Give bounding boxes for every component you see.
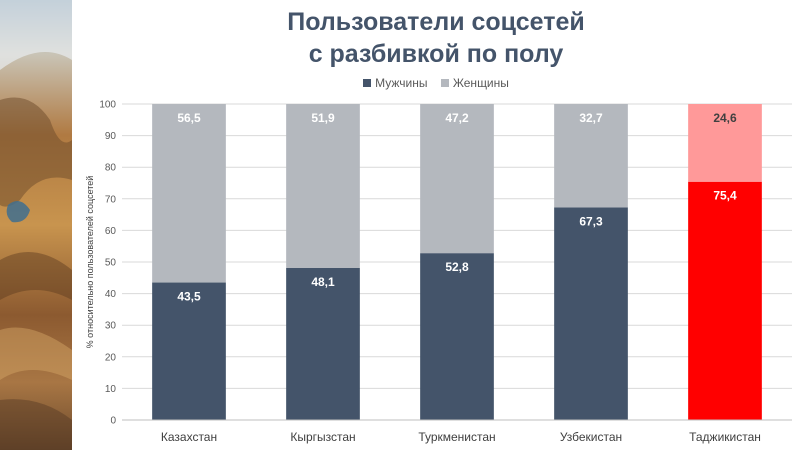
data-label-women: 56,5 [177, 111, 201, 125]
data-label-men: 48,1 [311, 275, 335, 289]
legend-swatch-men [363, 79, 372, 87]
x-category-label: Таджикистан [689, 430, 761, 444]
data-label-men: 75,4 [713, 189, 737, 203]
x-category-label: Казахстан [161, 430, 217, 444]
chart-title: Пользователи соцсетей с разбивкой по пол… [72, 6, 800, 70]
bar-women [286, 104, 360, 269]
legend-label-women: Женщины [452, 76, 509, 90]
bar-men [554, 207, 628, 420]
bar-women [152, 104, 226, 283]
x-category-label: Туркменистан [418, 430, 495, 444]
bar-women [688, 104, 762, 182]
y-tick-label: 40 [105, 289, 117, 300]
data-label-women: 24,6 [713, 111, 737, 125]
bar-women [554, 104, 628, 208]
data-label-women: 47,2 [445, 111, 469, 125]
legend-item-women: Женщины [440, 76, 509, 90]
y-tick-label: 100 [99, 100, 116, 111]
y-tick-label: 0 [110, 416, 116, 427]
x-category-label: Кыргызстан [290, 430, 355, 444]
bar-men [420, 253, 494, 420]
legend-swatch-women [440, 79, 449, 87]
bar-men [688, 181, 762, 420]
x-category-label: Узбекистан [560, 430, 622, 444]
legend-item-men: Мужчины [363, 76, 427, 90]
bar-men [286, 268, 360, 420]
y-tick-label: 90 [105, 131, 117, 142]
data-label-women: 51,9 [311, 111, 335, 125]
data-label-women: 32,7 [579, 111, 603, 125]
y-tick-label: 80 [105, 163, 117, 174]
y-tick-label: 60 [105, 226, 117, 237]
bar-men [152, 282, 226, 420]
y-tick-label: 50 [105, 258, 117, 269]
data-label-men: 67,3 [579, 214, 603, 228]
data-label-men: 52,8 [445, 260, 469, 274]
data-label-men: 43,5 [177, 290, 201, 304]
chart-legend: Мужчины Женщины [72, 76, 800, 90]
legend-label-men: Мужчины [375, 76, 428, 90]
landscape-image [0, 0, 72, 450]
bar-women [420, 104, 494, 254]
y-tick-label: 30 [105, 321, 117, 332]
y-tick-label: 70 [105, 194, 117, 205]
y-tick-label: 20 [105, 352, 117, 363]
y-tick-label: 10 [105, 384, 117, 395]
chart-title-line: с разбивкой по полу [308, 40, 564, 68]
chart-title-line: Пользователи соцсетей [287, 8, 585, 36]
